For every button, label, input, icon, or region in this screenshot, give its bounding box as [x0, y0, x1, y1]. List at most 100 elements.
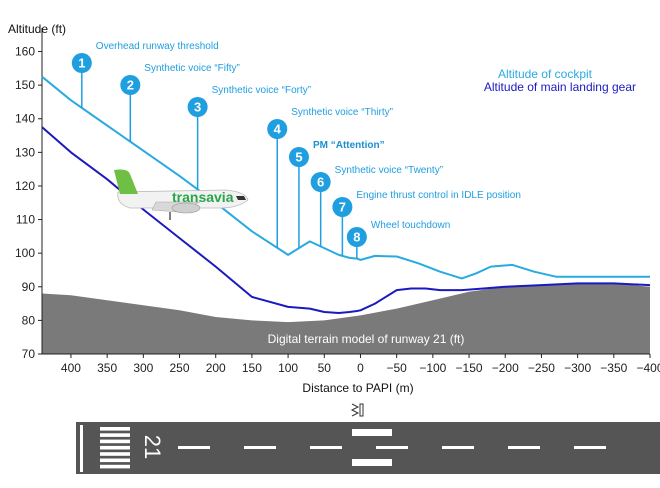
- cockpit-window: [236, 196, 246, 200]
- annotation-label: Synthetic voice “Twenty”: [335, 165, 443, 176]
- annotation-label: Synthetic voice “Fifty”: [144, 63, 240, 74]
- terrain-area: [42, 283, 650, 354]
- annotation-label: Synthetic voice “Forty”: [212, 85, 311, 96]
- fuselage: [117, 189, 249, 209]
- livery-text: transavia: [172, 189, 234, 205]
- annotation-number: 3: [194, 100, 201, 115]
- threshold-bar: [100, 445, 130, 450]
- x-tick-label: −200: [492, 361, 519, 375]
- legend-cockpit: Altitude of cockpit: [498, 67, 593, 81]
- annotation-1: 1 Overhead runway threshold: [71, 41, 219, 108]
- x-tick-label: −300: [564, 361, 591, 375]
- y-tick-label: 130: [15, 145, 35, 159]
- centerline-dash: [574, 446, 606, 449]
- annotation-label: Wheel touchdown: [371, 220, 451, 231]
- annotations: 1 Overhead runway threshold 2 Synthetic voi…: [71, 41, 521, 259]
- terrain-layer: [42, 283, 650, 354]
- x-tick-label: 400: [61, 361, 81, 375]
- annotation-badge: [187, 97, 208, 117]
- x-tick-label: −50: [386, 361, 407, 375]
- y-tick-label: 70: [22, 347, 36, 361]
- annotation-6: 6 Synthetic voice “Twenty”: [310, 165, 443, 247]
- x-tick-label: −100: [419, 361, 446, 375]
- runway-number: 21: [140, 435, 165, 459]
- x-tick-label: 350: [97, 361, 117, 375]
- aircraft-illustration: transavia: [114, 169, 249, 220]
- annotation-number: 4: [274, 122, 282, 137]
- annotation-number: 5: [295, 150, 302, 165]
- runway-edge-line: [80, 425, 83, 472]
- x-tick-label: −150: [456, 361, 483, 375]
- threshold-bar: [100, 433, 130, 437]
- y-tick-label: 110: [16, 213, 35, 227]
- annotation-badge: [267, 119, 288, 139]
- annotation-number: 7: [339, 200, 346, 215]
- y-tick-label: 120: [15, 179, 35, 193]
- annotation-badge: [71, 53, 92, 73]
- engine: [171, 202, 201, 214]
- centerline-dash: [376, 446, 408, 449]
- threshold-bar: [100, 464, 130, 469]
- x-tick-label: −250: [528, 361, 555, 375]
- annotation-4: 4 Synthetic voice “Thirty”: [267, 107, 393, 248]
- threshold-bar: [100, 427, 130, 431]
- x-tick-label: 200: [206, 361, 226, 375]
- annotation-8: 8 Wheel touchdown: [346, 220, 451, 259]
- centerline-dash: [310, 446, 342, 449]
- y-tick-label: 150: [15, 78, 35, 92]
- annotation-badge: [332, 197, 353, 217]
- annotation-badge: [120, 75, 141, 95]
- annotation-number: 8: [353, 230, 360, 245]
- x-tick-label: −400: [636, 361, 660, 375]
- x-tick-label: 0: [357, 361, 364, 375]
- annotation-number: 6: [317, 175, 324, 190]
- y-tick-label: 140: [15, 112, 35, 126]
- annotation-7: 7 Engine thrust control in IDLE position: [332, 190, 521, 256]
- threshold-bar: [100, 452, 130, 456]
- threshold-bar: [100, 439, 130, 444]
- runway-diagram: 21: [76, 422, 660, 474]
- annotation-5: 5 PM “Attention”: [288, 140, 385, 249]
- touchdown-mark-bottom: [352, 459, 392, 466]
- x-tick-label: 150: [242, 361, 262, 375]
- y-tick-label: 80: [22, 313, 36, 327]
- threshold-markings: [100, 427, 130, 469]
- annotation-label: Overhead runway threshold: [96, 41, 219, 52]
- main-gear-altitude-line: [41, 126, 651, 314]
- cockpit-altitude-line: [41, 75, 650, 280]
- centerline-markings: [178, 446, 606, 449]
- terrain-label: Digital terrain model of runway 21 (ft): [268, 332, 465, 346]
- legend-main-gear: Altitude of main landing gear: [484, 80, 636, 94]
- series-layer: [41, 75, 651, 314]
- annotation-3: 3 Synthetic voice “Forty”: [187, 85, 311, 190]
- x-tick-label: 50: [318, 361, 332, 375]
- tail-fin: [114, 169, 138, 194]
- aircraft: transavia: [114, 169, 249, 220]
- annotation-badge: [346, 227, 367, 247]
- x-tick-label: −350: [600, 361, 627, 375]
- papi-icon: [350, 403, 364, 417]
- touchdown-mark-top: [352, 429, 392, 436]
- annotation-number: 2: [127, 78, 134, 93]
- y-tick-label: 160: [15, 45, 35, 59]
- annotation-label: Engine thrust control in IDLE position: [356, 190, 521, 201]
- annotation-label: PM “Attention”: [313, 140, 385, 151]
- x-tick-label: 300: [133, 361, 153, 375]
- y-tick-label: 90: [22, 280, 36, 294]
- x-tick-label: 100: [278, 361, 298, 375]
- annotation-2: 2 Synthetic voice “Fifty”: [120, 63, 240, 142]
- y-axis-title: Altitude (ft): [8, 22, 66, 36]
- centerline-dash: [244, 446, 276, 449]
- centerline-dash: [178, 446, 210, 449]
- y-tick-label: 100: [15, 246, 35, 260]
- threshold-bar: [100, 458, 130, 463]
- annotation-number: 1: [78, 56, 85, 71]
- annotation-label: Synthetic voice “Thirty”: [291, 107, 393, 118]
- annotation-badge: [310, 172, 331, 192]
- annotation-badge: [288, 147, 309, 167]
- x-tick-label: 250: [170, 361, 190, 375]
- centerline-dash: [508, 446, 540, 449]
- x-axis-title: Distance to PAPI (m): [302, 381, 413, 395]
